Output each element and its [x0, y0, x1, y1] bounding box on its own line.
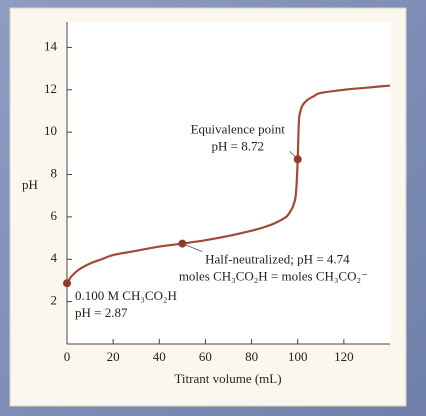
annotation: Half-neutralized; pH = 4.74 [205, 252, 350, 267]
x-tick-label: 0 [64, 349, 71, 364]
marker [178, 239, 187, 248]
y-axis-label: pH [22, 177, 38, 192]
titration-curve [66, 84, 391, 284]
annotation: moles CH₃CO₂H = moles CH₃CO₂⁻ [179, 269, 368, 284]
y-tick-label: 14 [44, 38, 58, 53]
annotation: Equivalence point [191, 121, 286, 136]
y-tick-label: 2 [51, 293, 58, 308]
y-tick-label: 10 [44, 123, 57, 138]
x-tick-label: 20 [107, 349, 120, 364]
x-tick-label: 120 [334, 349, 354, 364]
annotation: pH = 8.72 [211, 138, 263, 153]
y-tick-label: 4 [51, 250, 58, 265]
x-tick-label: 80 [245, 349, 258, 364]
x-tick-label: 100 [288, 349, 308, 364]
annotation: 0.100 M CH₃CO₂H [75, 288, 177, 303]
y-tick-label: 12 [44, 81, 57, 96]
annotation: pH = 2.87 [75, 305, 128, 320]
x-tick-label: 40 [153, 349, 166, 364]
marker [293, 155, 302, 164]
y-tick-label: 6 [51, 208, 58, 223]
marker [63, 279, 71, 288]
x-axis-label: Titrant volume (mL) [174, 371, 281, 386]
x-tick-label: 60 [199, 349, 212, 364]
y-tick-label: 8 [51, 166, 58, 181]
plot-area [67, 22, 390, 344]
